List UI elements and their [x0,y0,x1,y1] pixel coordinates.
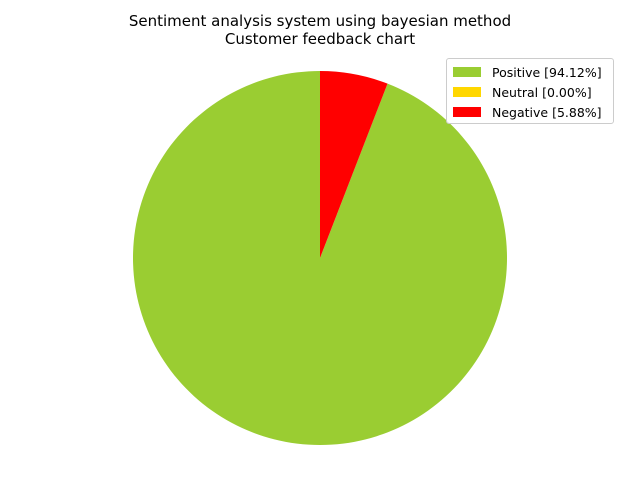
legend-item-neutral: Neutral [0.00%] [453,83,592,101]
legend-swatch-negative [453,107,481,117]
legend-label-negative: Negative [5.88%] [492,104,602,120]
legend-item-negative: Negative [5.88%] [453,103,602,121]
legend-label-neutral: Neutral [0.00%] [492,84,592,100]
pie-slice-positive [133,71,508,445]
pie-slice-negative [320,71,388,258]
legend-swatch-neutral [453,87,481,97]
legend: Positive [94.12%] Neutral [0.00%] Negati… [446,58,614,124]
legend-swatch-positive [453,67,481,77]
legend-item-positive: Positive [94.12%] [453,63,602,81]
legend-label-positive: Positive [94.12%] [492,64,602,80]
chart-subtitle: Customer feedback chart [224,30,416,48]
chart-title: Sentiment analysis system using bayesian… [128,12,512,30]
